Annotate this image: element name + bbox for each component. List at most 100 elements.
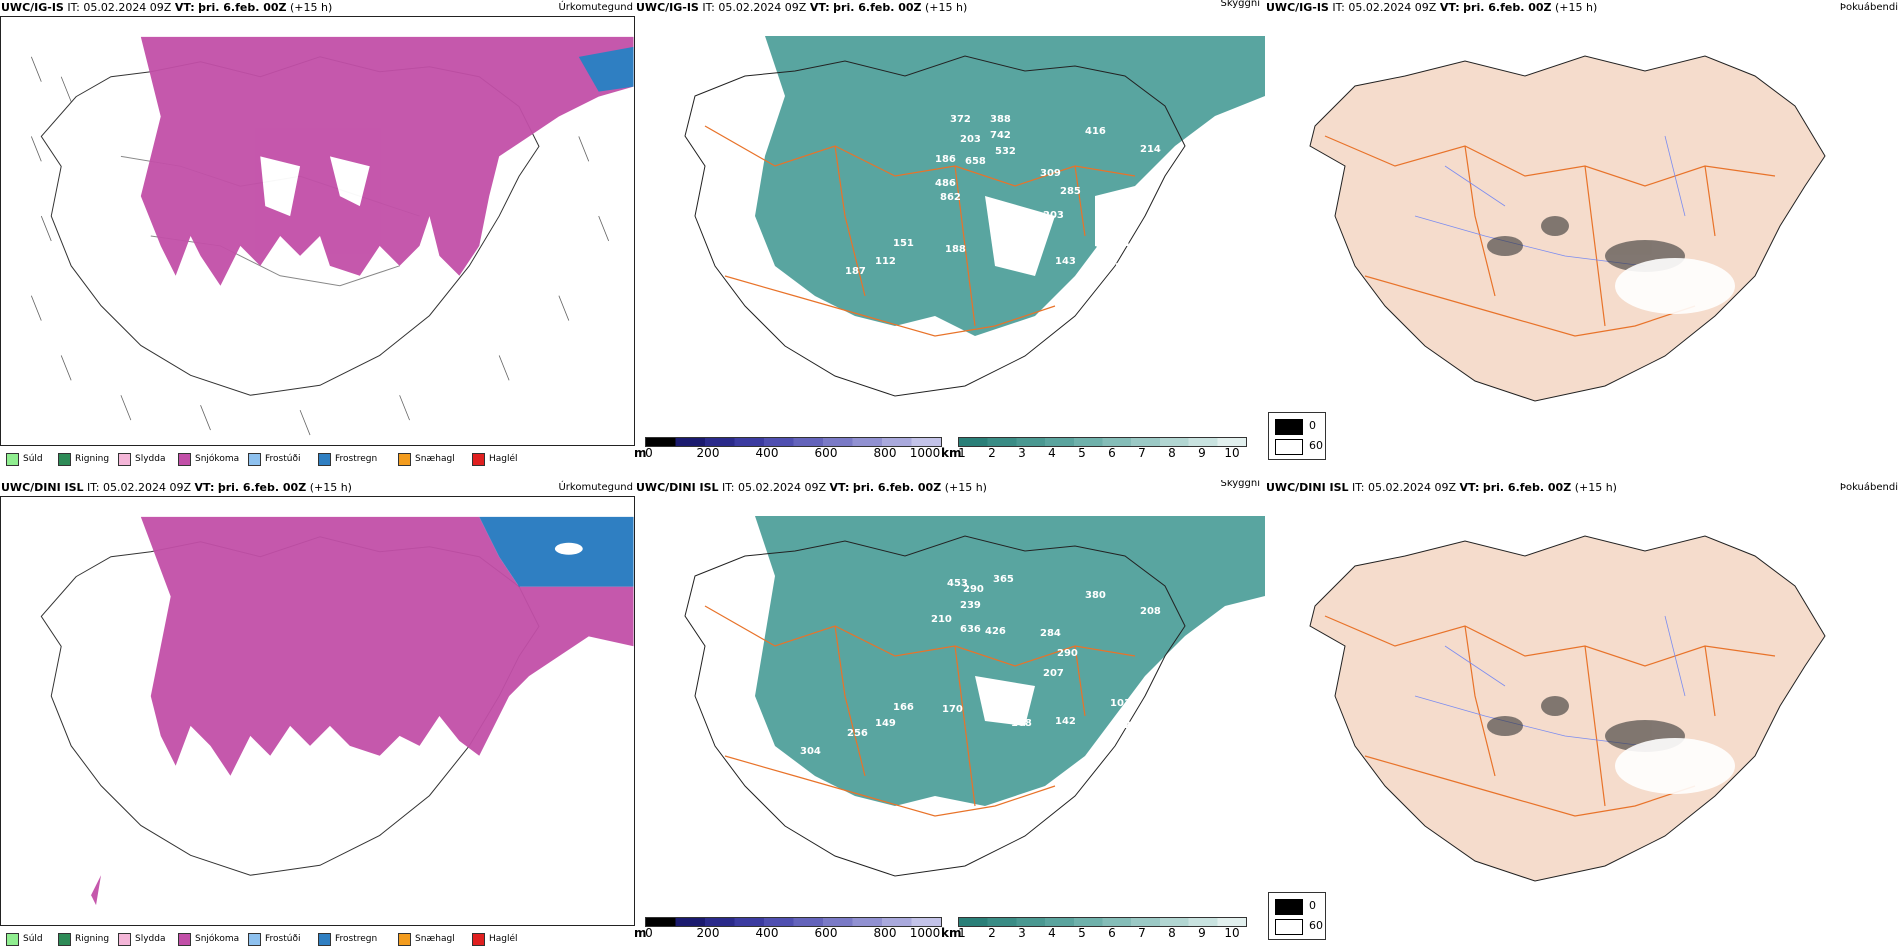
lead-time: (+15 h) (290, 1, 333, 14)
elevation-tick: 1000 (909, 926, 941, 940)
legend-label: Haglél (489, 934, 518, 944)
legend-swatch (178, 453, 191, 466)
elevation-label: 151 (893, 238, 914, 249)
vt-value: þri. 6.feb. 00Z (1463, 1, 1552, 14)
fog-panel-bottom: UWC/DINI ISL IT: 05.02.2024 09Z VT: þri.… (1265, 480, 1900, 950)
elevation-label: 203 (960, 134, 981, 145)
legend-label: Snjókoma (195, 934, 240, 944)
vt-label: VT: (1439, 1, 1460, 14)
legend-swatch (58, 933, 71, 946)
legend-label: Slydda (135, 934, 166, 944)
lead-time: (+15 h) (944, 481, 987, 494)
elevation-label: 372 (950, 114, 971, 125)
fog-scale-legend: 0 60 (1268, 412, 1326, 460)
precip-type-panel-top: UWC/IG-IS IT: 05.02.2024 09Z VT: þri. 6.… (0, 0, 635, 470)
elevation-label: 304 (800, 746, 821, 757)
elevation-labels: 453 290 365 239 380 210 208 636 426 284 … (635, 496, 1265, 916)
elevation-label: 188 (945, 244, 966, 255)
legend-item: Haglél (472, 453, 518, 466)
elevation-unit: m (635, 446, 647, 460)
vt-label: VT: (829, 481, 850, 494)
legend-item: Frostúði (248, 933, 300, 946)
visibility-colorbar-segments (958, 917, 1247, 927)
elevation-tick: 0 (645, 446, 653, 460)
vt-value: þri. 6.feb. 00Z (833, 1, 922, 14)
visibility-tick: 10 (1224, 926, 1240, 940)
model-name: UWC/IG-IS (1266, 1, 1329, 14)
lead-time: (+15 h) (1555, 1, 1598, 14)
elevation-tick: 200 (696, 446, 720, 460)
elevation-tick: 0 (645, 926, 653, 940)
visibility-tick: 2 (988, 446, 996, 460)
elevation-label: 658 (965, 156, 986, 167)
elevation-label: 862 (940, 192, 961, 203)
precip-type-panel-bottom: UWC/DINI ISL IT: 05.02.2024 09Z VT: þri.… (0, 480, 635, 950)
elevation-labels: 372 388 742 203 532 186 658 416 214 309 … (635, 16, 1265, 436)
visibility-tick: 3 (1018, 446, 1026, 460)
panel-header: UWC/IG-IS IT: 05.02.2024 09Z VT: þri. 6.… (1265, 0, 1900, 16)
elevation-label: 309 (1040, 168, 1061, 179)
product-name: Þokuábendi (1839, 482, 1898, 493)
legend-item: Frostregn (318, 453, 377, 466)
elevation-unit: m (635, 926, 647, 940)
elevation-label: 290 (1057, 648, 1078, 659)
legend-swatch (248, 453, 261, 466)
it-label: IT: (722, 481, 735, 494)
elevation-label: 239 (960, 600, 981, 611)
elevation-label: 416 (1085, 126, 1106, 137)
legend-swatch (318, 453, 331, 466)
legend-swatch (118, 933, 131, 946)
visibility-tick: 2 (988, 926, 996, 940)
visibility-panel-top: UWC/IG-IS IT: 05.02.2024 09Z VT: þri. 6.… (635, 0, 1265, 470)
product-name: Skyggni (1220, 0, 1260, 9)
elevation-tick: 800 (873, 926, 897, 940)
visibility-tick: 4 (1048, 926, 1056, 940)
elevation-label: 207 (1043, 668, 1064, 679)
legend-swatch (318, 933, 331, 946)
elevation-label: 187 (845, 266, 866, 277)
legend-label: Slydda (135, 454, 166, 464)
visibility-colorbar-segments (958, 437, 1247, 447)
visibility-tick: 1 (958, 446, 966, 460)
legend-swatch (6, 933, 19, 946)
visibility-tick: 9 (1198, 926, 1206, 940)
elevation-tick: 600 (814, 446, 838, 460)
elevation-label: 365 (993, 574, 1014, 585)
fog-swatch-60 (1275, 439, 1303, 455)
elevation-label: 486 (935, 178, 956, 189)
legend-label: Súld (23, 454, 43, 464)
visibility-tick: 1 (958, 926, 966, 940)
it-label: IT: (1332, 1, 1345, 14)
elevation-label: 170 (942, 704, 963, 715)
elevation-label: 254 (991, 710, 1012, 721)
elevation-label: 388 (990, 114, 1011, 125)
legend-item: Slydda (118, 933, 166, 946)
vt-label: VT: (194, 481, 215, 494)
legend-swatch (6, 453, 19, 466)
elevation-label: 166 (893, 702, 914, 713)
product-name: Úrkomutegund (558, 2, 633, 13)
model-name: UWC/DINI ISL (636, 481, 719, 494)
elevation-label: 208 (1140, 606, 1161, 617)
panel-header: UWC/DINI ISL IT: 05.02.2024 09Z VT: þri.… (1265, 480, 1900, 496)
elevation-label: 636 (960, 624, 981, 635)
legend-item: Snjókoma (178, 933, 240, 946)
legend-item: Snæhagl (398, 933, 455, 946)
elevation-label: 112 (875, 256, 896, 267)
elevation-label: 532 (995, 146, 1016, 157)
product-name: Skyggni (1220, 480, 1260, 489)
model-name: UWC/DINI ISL (1, 481, 84, 494)
fog-scale-legend: 0 60 (1268, 892, 1326, 940)
elevation-label: 143 (1055, 256, 1076, 267)
visibility-tick: 7 (1138, 926, 1146, 940)
elevation-label: 256 (847, 728, 868, 739)
it-value: 05.02.2024 09Z (718, 1, 807, 14)
panel-header: UWC/IG-IS IT: 05.02.2024 09Z VT: þri. 6.… (635, 0, 1265, 16)
elevation-tick: 200 (696, 926, 720, 940)
elevation-label: 210 (931, 614, 952, 625)
fog-swatch-60 (1275, 919, 1303, 935)
fog-tick: 0 (1309, 899, 1316, 912)
legend-label: Snjókoma (195, 454, 240, 464)
elevation-label: 101 (1110, 698, 1131, 709)
elevation-label: 203 (1043, 210, 1064, 221)
